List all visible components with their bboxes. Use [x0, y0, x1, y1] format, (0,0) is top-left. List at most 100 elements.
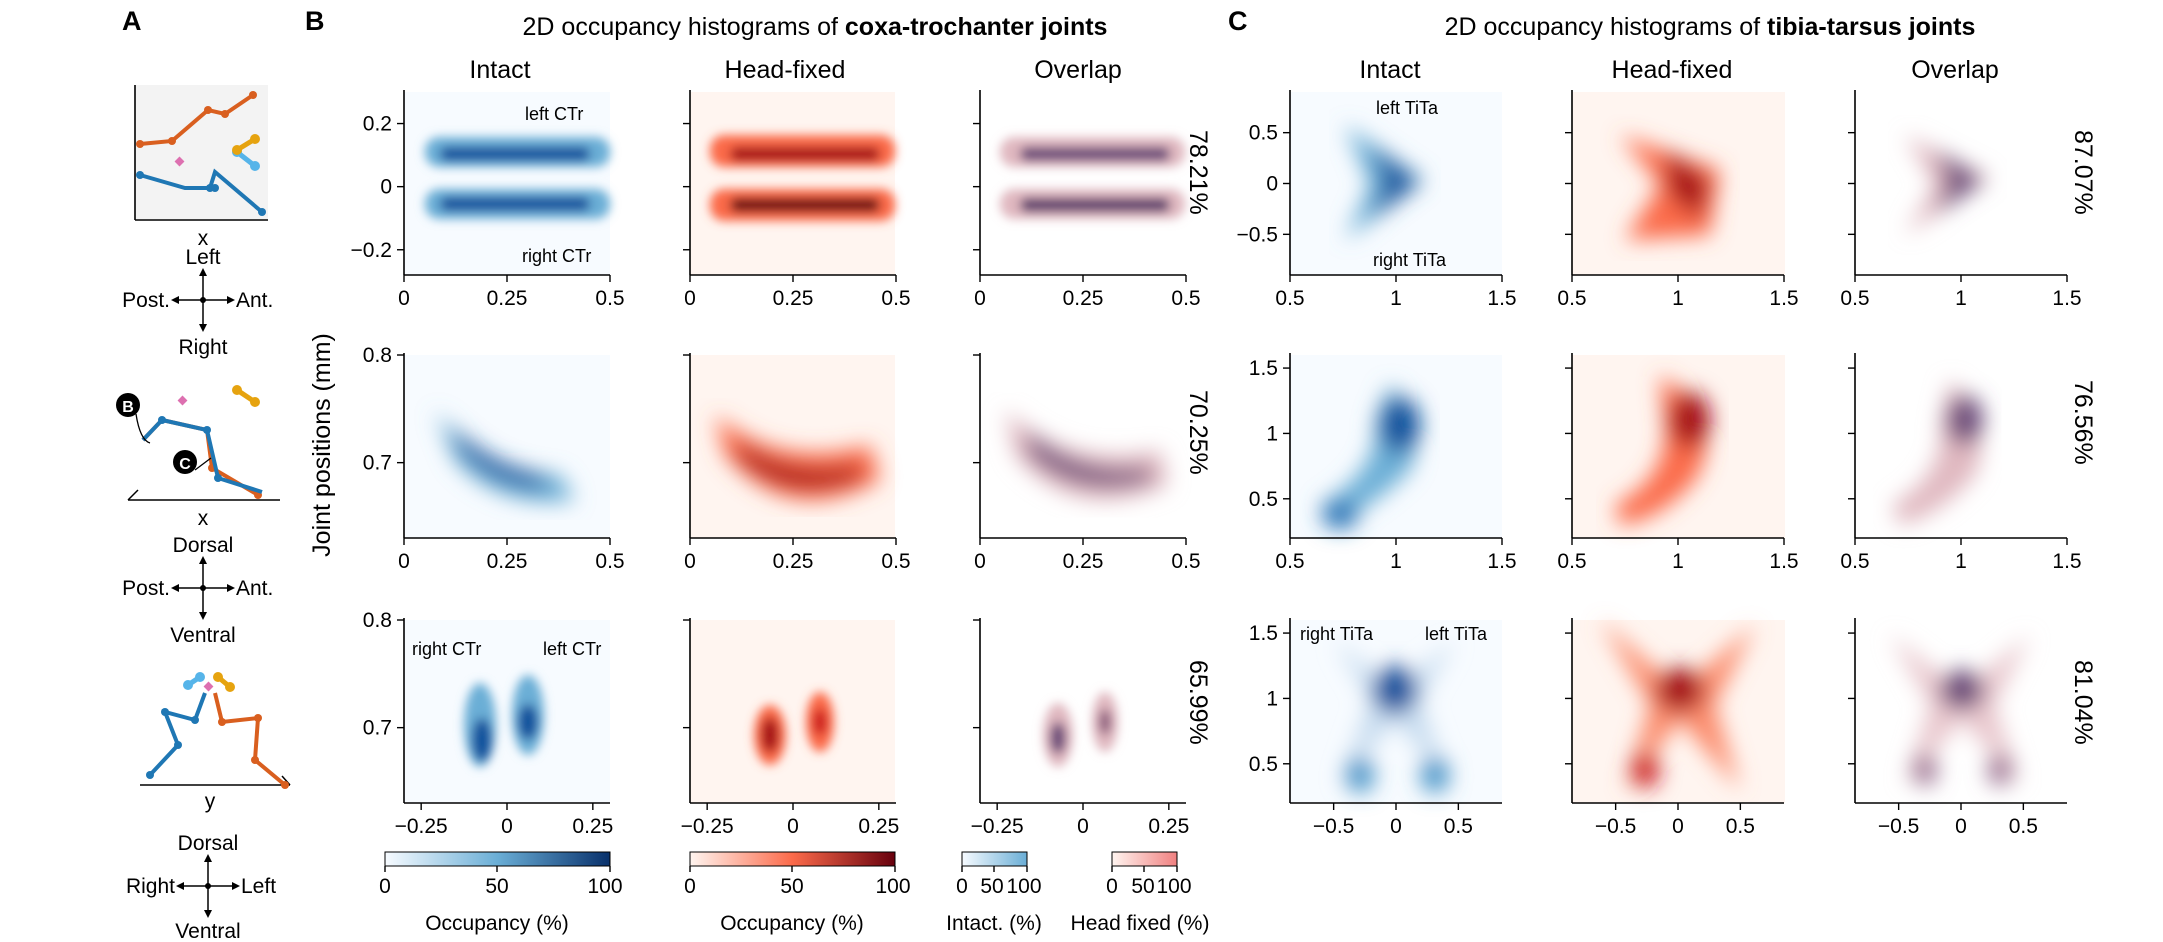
cb-ovl-hf-tick-0: 0 — [1106, 875, 1118, 898]
x-tick-label: 1.5 — [1487, 287, 1516, 310]
marker-b-label: B — [122, 399, 134, 416]
overlap-ctr-row2: 70.25% — [1184, 390, 1212, 475]
compass1-right: Ant. — [236, 289, 273, 312]
compass1-bottom: Right — [178, 336, 227, 359]
y-tick-label: −0.2 — [351, 239, 392, 262]
compass3-top: Dorsal — [178, 832, 239, 855]
panel-letter-c: C — [1228, 6, 1248, 36]
cb-intact-tick-1: 50 — [485, 875, 508, 898]
x-tick-label: 1.5 — [2052, 550, 2081, 573]
label-right-tita-row3: right TiTa — [1300, 624, 1374, 644]
x-tick-label: 0.5 — [1171, 550, 1200, 573]
colorbar-overlap-intact: 0 50 100 Intact. (%) — [946, 851, 1042, 935]
label-left-tita: left TiTa — [1376, 98, 1439, 118]
label-left-tita-row3: left TiTa — [1425, 624, 1488, 644]
cb-ovl-hf-tick-2: 100 — [1156, 875, 1191, 898]
cb-headfixed-tick-1: 50 — [780, 875, 803, 898]
overlap-tita-row3: 81.04% — [2069, 660, 2097, 745]
x-tick-label: 0.5 — [1275, 550, 1304, 573]
axes-coxa-trochanter-row3-col0: −0.25 0 0.25 0.8 0.7 — [363, 609, 613, 838]
plot-ctr-row3-headfixed — [690, 620, 895, 803]
x-tick-label: 0.5 — [595, 550, 624, 573]
y-tick-label: 0.7 — [363, 452, 392, 475]
x-tick-label: 0 — [398, 550, 410, 573]
panel-letter-a: A — [122, 6, 142, 36]
axes-coxa-trochanter-row2-col2: 0 0.25 0.5 — [973, 353, 1201, 573]
label-right-ctr: right CTr — [522, 246, 591, 266]
x-tick-label: 0.5 — [1444, 815, 1473, 838]
marker-c-label: C — [179, 456, 191, 473]
x-tick-label: 0.5 — [1557, 550, 1586, 573]
x-tick-label: 0 — [1077, 815, 1089, 838]
x-tick-label: 1 — [1955, 287, 1967, 310]
colorbar-intact: 0 50 100 Occupancy (%) — [379, 851, 623, 935]
col-title-headfixed-b: Head-fixed — [725, 56, 846, 84]
x-tick-label: −0.5 — [1878, 815, 1919, 838]
axis-x-top: x — [198, 227, 209, 250]
y-tick-label: 1 — [1266, 687, 1278, 710]
plot-tita-row3-headfixed — [1572, 620, 1785, 803]
axes-coxa-trochanter-row1-col2: 0 0.25 0.5 — [973, 90, 1201, 310]
overlap-ctr-row3: 65.99% — [1184, 660, 1212, 745]
y-tick-label: 0.8 — [363, 344, 392, 367]
x-tick-label: 0.25 — [487, 550, 528, 573]
x-tick-label: 1 — [1390, 287, 1402, 310]
axes-tibia-tarsus-row1-col2: 0.5 1 1.5 — [1840, 90, 2082, 310]
x-tick-label: 0.5 — [2009, 815, 2038, 838]
x-tick-label: 0.5 — [1840, 550, 1869, 573]
axes-layer: 0 0.25 0.5 0.2 0 −0.2 0 0.25 0.5 0 0.25 0.5 0 0.25 0.5… — [351, 90, 2082, 838]
x-tick-label: 0 — [684, 287, 696, 310]
compass-front-view: Dorsal Ventral Right Left — [126, 832, 276, 942]
compass2-top: Dorsal — [173, 534, 234, 557]
compass1-top: Left — [185, 246, 220, 269]
x-tick-label: 0.25 — [487, 287, 528, 310]
fly-side-view: B C x — [116, 385, 280, 530]
cb-ovl-intact-label: Intact. (%) — [946, 912, 1042, 935]
axes-tibia-tarsus-row2-col2: 0.5 1 1.5 — [1840, 353, 2082, 573]
x-tick-label: 0.25 — [773, 287, 814, 310]
x-tick-label: 0 — [787, 815, 799, 838]
axes-coxa-trochanter-row3-col2: −0.25 0 0.25 — [971, 618, 1189, 838]
x-tick-label: 0.25 — [572, 815, 613, 838]
x-tick-label: 0.5 — [1275, 287, 1304, 310]
x-tick-label: 0 — [1390, 815, 1402, 838]
axes-coxa-trochanter-row1-col1: 0 0.25 0.5 — [683, 90, 911, 310]
x-tick-label: 0.25 — [1063, 550, 1104, 573]
compass1-left: Post. — [122, 289, 170, 312]
y-axis-label: Joint positions (mm) — [308, 333, 336, 557]
axes-coxa-trochanter-row2-col1: 0 0.25 0.5 — [683, 353, 911, 573]
x-tick-label: 1 — [1955, 550, 1967, 573]
label-left-ctr-row3: left CTr — [543, 639, 601, 659]
x-tick-label: 0 — [684, 550, 696, 573]
col-title-headfixed-c: Head-fixed — [1612, 56, 1733, 84]
x-tick-label: −0.5 — [1313, 815, 1354, 838]
section-c-title: 2D occupancy histograms of tibia-tarsus … — [1445, 13, 1976, 41]
plot-tita-row2-headfixed — [1572, 355, 1785, 538]
x-tick-label: 0.5 — [1557, 287, 1586, 310]
x-tick-label: 0.5 — [881, 550, 910, 573]
plot-tita-row2-overlap — [1855, 355, 2067, 538]
cb-ovl-intact-tick-1: 50 — [980, 875, 1003, 898]
compass-side-view: Dorsal Ventral Post. Ant. — [122, 534, 273, 647]
x-tick-label: 0.5 — [1726, 815, 1755, 838]
plot-ctr-row1-intact: left CTr right CTr — [404, 92, 610, 275]
col-title-overlap-b: Overlap — [1034, 56, 1122, 84]
cb-headfixed-tick-2: 100 — [875, 875, 910, 898]
cb-headfixed-label: Occupancy (%) — [720, 912, 864, 935]
x-tick-label: 0.25 — [773, 550, 814, 573]
axes-tibia-tarsus-row3-col2: −0.5 0 0.5 — [1848, 618, 2067, 838]
plot-ctr-row2-headfixed — [690, 355, 895, 538]
plot-tita-row1-overlap — [1855, 92, 2067, 275]
axis-x-side: x — [198, 507, 209, 530]
x-tick-label: −0.25 — [971, 815, 1024, 838]
plot-tita-row2-intact — [1290, 355, 1502, 538]
x-tick-label: 1.5 — [1769, 287, 1798, 310]
fly-front-view: y — [140, 672, 291, 813]
plot-ctr-row3-overlap — [980, 620, 1186, 803]
x-tick-label: −0.5 — [1595, 815, 1636, 838]
compass-top-view: Left Right Post. Ant. — [122, 246, 273, 359]
panel-letter-b: B — [305, 6, 325, 36]
x-tick-label: 1.5 — [1487, 550, 1516, 573]
x-tick-label: −0.25 — [395, 815, 448, 838]
